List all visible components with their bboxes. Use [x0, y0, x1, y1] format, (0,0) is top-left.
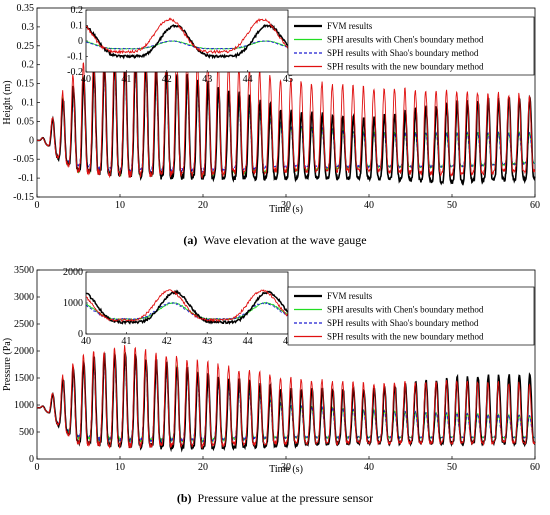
x-axis-label: Time (s) — [269, 464, 303, 475]
inset-plot: 40 41 42 43 44 45 -0.2 -0.1 0 0.1 0.2 — [67, 5, 293, 85]
x-tick-label: 60 — [530, 462, 540, 473]
caption-b-label: (b) — [176, 491, 192, 505]
legend-box — [287, 286, 535, 346]
caption-a-label: (a) — [183, 233, 198, 247]
y-tick-label: 3500 — [14, 265, 34, 276]
caption-b: (b) Pressure value at the pressure sensor — [0, 491, 550, 506]
y-tick-label: 3000 — [14, 292, 34, 303]
y-tick-label: -0.1 — [18, 173, 34, 184]
x-tick-label: 10 — [115, 200, 125, 211]
y-tick-label: 1500 — [14, 373, 34, 384]
legend-label-1: SPH aresults with Chen's boundary method — [327, 305, 484, 315]
inset-x-tick-label: 42 — [162, 336, 172, 347]
inset-x-tick-label: 42 — [162, 74, 172, 85]
y-tick-label: 2000 — [14, 346, 34, 357]
legend: FVM results SPH aresults with Chen's boun… — [287, 16, 535, 76]
series-line-3 — [37, 345, 536, 449]
legend-label-0: FVM results — [327, 21, 373, 31]
y-axis-label: Height (m) — [2, 80, 13, 124]
inset-frame — [85, 9, 289, 73]
inset-x-tick-label: 43 — [202, 336, 212, 347]
chart-a: 0 10 20 30 40 50 60 -0.15 -0.1 -0.05 0 0.05 0.1 0.15 0… — [2, 3, 540, 215]
x-tick-label: 60 — [530, 200, 540, 211]
series-line-2 — [37, 356, 536, 444]
y-axis-label: Pressure (Pa) — [2, 338, 13, 391]
x-tick-label: 20 — [198, 462, 208, 473]
inset-y-tick-label: 0 — [78, 36, 83, 47]
inset-series-line-0 — [85, 23, 289, 60]
legend-label-3: SPH results with the new boundary method — [327, 332, 484, 342]
caption-a-text: Wave elevation at the wave gauge — [203, 233, 367, 247]
y-tick-label: 2500 — [14, 319, 34, 330]
inset-plot: 404142434445010002000 — [63, 267, 293, 347]
y-tick-label: 1000 — [14, 400, 34, 411]
inset-x-tick-label: 41 — [121, 336, 131, 347]
x-tick-label: 30 — [281, 200, 291, 211]
x-tick-label: 50 — [447, 200, 457, 211]
inset-y-tick-label: -0.1 — [67, 52, 83, 63]
inset-series-line-3 — [85, 17, 289, 55]
y-tick-label: -0.05 — [13, 154, 34, 165]
y-tick-label: 0.35 — [17, 3, 35, 14]
x-tick-label: 20 — [198, 200, 208, 211]
chart-b: 0 10 20 30 40 50 60 0 500 1000 1500 2000 2500 3000 350… — [2, 265, 540, 475]
inset-series-line-2 — [85, 40, 289, 50]
y-tick-label: 0.3 — [22, 22, 35, 33]
x-tick-label: 30 — [281, 462, 291, 473]
x-axis-label: Time (s) — [269, 204, 303, 215]
inset-x-tick-label: 43 — [202, 74, 212, 85]
x-tick-label: 40 — [364, 462, 374, 473]
legend-label-2: SPH results with Shao's boundary method — [327, 318, 479, 328]
x-tick-label: 50 — [447, 462, 457, 473]
caption-a: (a) Wave elevation at the wave gauge — [0, 233, 550, 248]
y-tick-label: 0.2 — [22, 60, 35, 71]
y-tick-label: 0.05 — [17, 116, 35, 127]
inset-y-tick-label: 0.2 — [71, 5, 84, 16]
inset-series-line-3 — [85, 289, 289, 323]
caption-b-text: Pressure value at the pressure sensor — [197, 491, 374, 505]
legend-box — [287, 16, 535, 76]
x-tick-label: 10 — [115, 462, 125, 473]
legend: FVM results SPH aresults with Chen's boun… — [287, 286, 535, 346]
inset-x-tick-label: 45 — [283, 74, 293, 85]
inset-y-tick-label: -0.2 — [67, 67, 83, 78]
inset-series-line-2 — [85, 301, 289, 321]
inset-y-tick-label: 0.1 — [71, 21, 84, 32]
legend-label-1: SPH aresults with Chen's boundary method — [327, 35, 484, 45]
y-tick-label: 0.1 — [22, 98, 35, 109]
inset-x-tick-label: 40 — [81, 74, 91, 85]
x-tick-label: 0 — [35, 462, 40, 473]
y-tick-label: 0 — [29, 135, 34, 146]
y-tick-label: -0.15 — [13, 192, 34, 203]
inset-y-tick-label: 2000 — [63, 267, 83, 278]
series-line-3 — [37, 48, 536, 179]
inset-y-tick-label: 1000 — [63, 298, 83, 309]
inset-x-tick-label: 41 — [121, 74, 131, 85]
y-tick-label: 500 — [19, 427, 34, 438]
y-tick-label: 0.25 — [17, 41, 35, 52]
inset-series-line-0 — [85, 289, 289, 325]
legend-label-0: FVM results — [327, 291, 373, 301]
inset-x-tick-label: 44 — [243, 74, 253, 85]
y-tick-label: 0 — [29, 454, 34, 465]
x-tick-label: 0 — [35, 200, 40, 211]
inset-x-tick-label: 44 — [243, 336, 253, 347]
inset-y-tick-label: 0 — [78, 329, 83, 340]
x-tick-label: 40 — [364, 200, 374, 211]
legend-label-3: SPH results with the new boundary method — [327, 62, 484, 72]
y-tick-label: 0.15 — [17, 79, 35, 90]
legend-label-2: SPH results with Shao's boundary method — [327, 48, 479, 58]
inset-x-tick-label: 40 — [81, 336, 91, 347]
